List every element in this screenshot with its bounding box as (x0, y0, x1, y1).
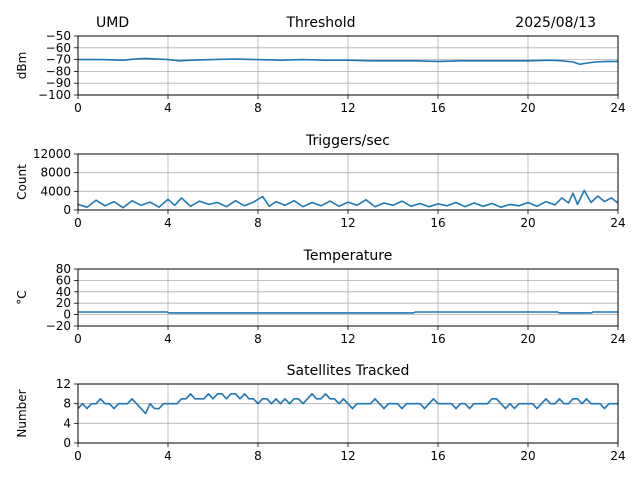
satellites-x-tick-label: 20 (520, 449, 535, 463)
triggers-x-tick-label: 0 (74, 216, 82, 230)
temperature-y-tick-label: 20 (56, 296, 71, 310)
satellites-panel: 0 4 8 12 16 20 24 0 4 8 12 Number Satellites Tracked (15, 363, 626, 463)
threshold-series-line (78, 57, 618, 66)
triggers-y-tick-label: 8000 (40, 166, 71, 180)
header-date-label: 2025/08/13 (515, 15, 596, 31)
satellites-x-tick-label: 8 (254, 449, 262, 463)
triggers-x-tick-label: 4 (164, 216, 172, 230)
threshold-x-tick-label: 8 (254, 101, 262, 115)
temperature-y-tick-label: 60 (56, 273, 71, 287)
threshold-y-tick-label: −50 (46, 29, 71, 43)
triggers-y-tick-label: 4000 (40, 184, 71, 198)
triggers-series-line (78, 189, 618, 209)
temperature-series-line (78, 311, 618, 314)
satellites-y-tick-label: 4 (63, 416, 71, 430)
triggers-x-tick-label: 20 (520, 216, 535, 230)
threshold-x-tick-label: 24 (610, 101, 625, 115)
header-plot-title: Threshold (286, 15, 356, 31)
temperature-y-tick-label: −20 (46, 319, 71, 333)
temperature-y-tick-label: 40 (56, 285, 71, 299)
triggers-x-tick-label: 8 (254, 216, 262, 230)
threshold-y-tick-label: −70 (46, 53, 71, 67)
threshold-y-tick-label: −90 (46, 76, 71, 90)
satellites-x-tick-label: 0 (74, 449, 82, 463)
satellites-series-line (78, 392, 618, 415)
temperature-x-tick-label: 12 (340, 332, 355, 346)
triggers-x-tick-label: 24 (610, 216, 625, 230)
threshold-y-axis-label: dBm (15, 52, 29, 80)
triggers-x-tick-label: 16 (430, 216, 445, 230)
triggers-y-tick-label: 0 (63, 203, 71, 217)
threshold-x-tick-label: 4 (164, 101, 172, 115)
temperature-x-tick-label: 16 (430, 332, 445, 346)
header-station-label: UMD (96, 15, 129, 31)
threshold-y-tick-label: −60 (46, 41, 71, 55)
satellites-y-axis-label: Number (15, 389, 29, 437)
threshold-panel: 0 4 8 12 16 20 24 −100−90−80−70−60−50 dBm (15, 29, 626, 115)
triggers-x-tick-label: 12 (340, 216, 355, 230)
triggers-panel-title: Triggers/sec (305, 133, 390, 149)
satellites-x-tick-label: 4 (164, 449, 172, 463)
temperature-x-tick-label: 8 (254, 332, 262, 346)
triggers-panel: 0 4 8 12 16 20 24 0 4000 8000 12000 Count Triggers/s… (15, 133, 626, 230)
satellites-x-tick-label: 24 (610, 449, 625, 463)
temperature-x-tick-label: 4 (164, 332, 172, 346)
temperature-x-tick-label: 0 (74, 332, 82, 346)
temperature-y-axis-label: °C (15, 290, 29, 304)
threshold-x-tick-label: 16 (430, 101, 445, 115)
temperature-y-tick-label: 80 (56, 262, 71, 276)
satellites-y-tick-label: 0 (63, 436, 71, 450)
threshold-x-tick-label: 20 (520, 101, 535, 115)
panels-group: 0 4 8 12 16 20 24 −100−90−80−70−60−50 dBm 0 4 8 12 16… (15, 29, 626, 463)
satellites-x-tick-label: 16 (430, 449, 445, 463)
temperature-x-tick-label: 20 (520, 332, 535, 346)
triggers-y-tick-label: 12000 (33, 147, 71, 161)
satellites-y-tick-label: 8 (63, 397, 71, 411)
threshold-x-tick-label: 0 (74, 101, 82, 115)
threshold-y-tick-label: −80 (46, 64, 71, 78)
temperature-panel-title: Temperature (303, 248, 393, 264)
temperature-y-tick-label: 0 (63, 308, 71, 322)
satellites-panel-title: Satellites Tracked (287, 363, 410, 379)
temperature-x-tick-label: 24 (610, 332, 625, 346)
threshold-x-tick-label: 12 (340, 101, 355, 115)
satellites-y-tick-label: 12 (56, 377, 71, 391)
threshold-y-tick-label: −100 (38, 88, 71, 102)
satellites-x-tick-label: 12 (340, 449, 355, 463)
triggers-y-axis-label: Count (15, 164, 29, 200)
